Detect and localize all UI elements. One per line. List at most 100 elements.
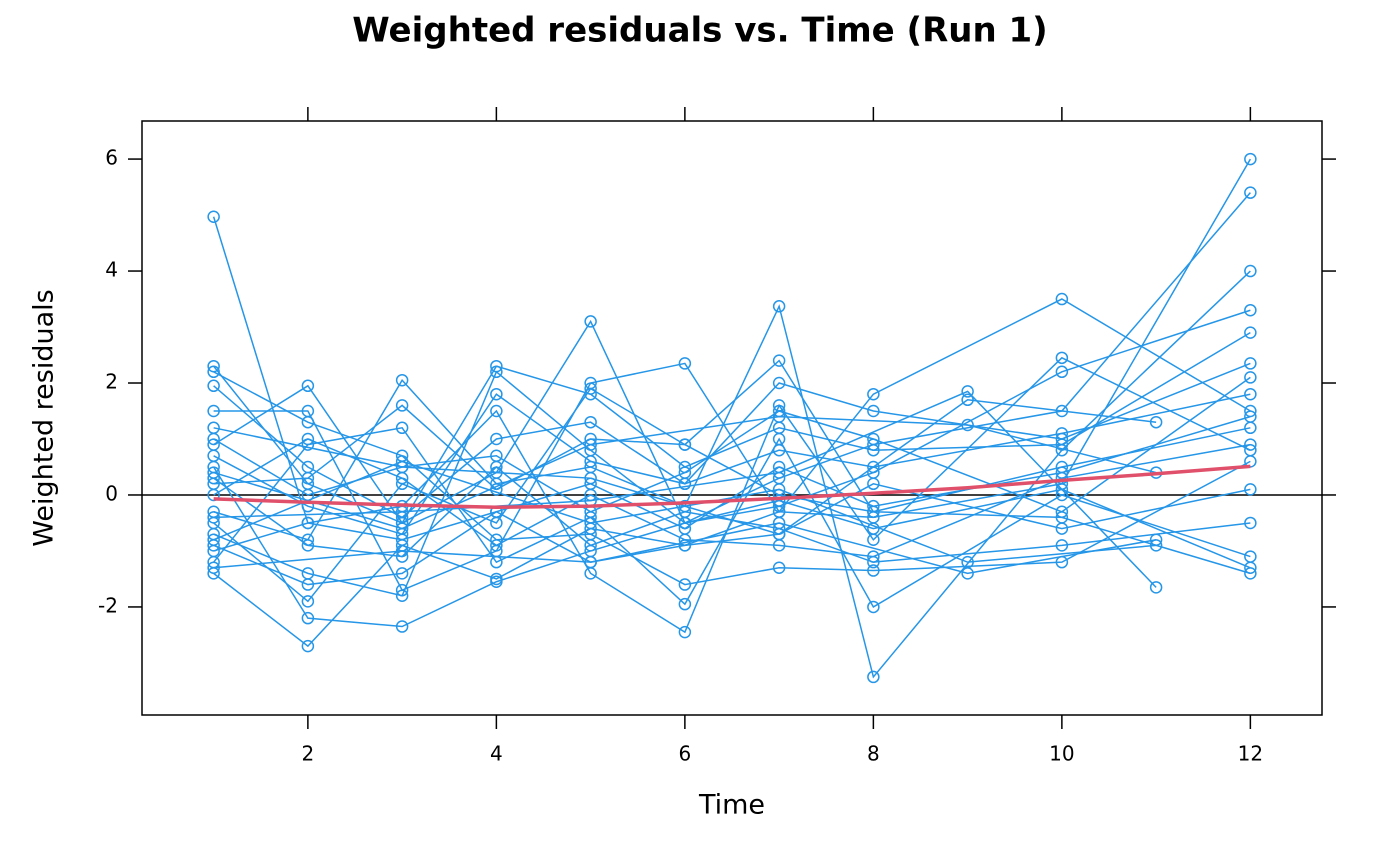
point [1149, 533, 1163, 547]
point [490, 575, 503, 589]
point [961, 418, 974, 432]
point [678, 357, 692, 370]
point [395, 421, 409, 435]
point [395, 399, 409, 412]
point [395, 620, 409, 633]
point [207, 359, 220, 373]
point [678, 438, 692, 451]
series-line [213, 438, 1251, 558]
point [867, 460, 880, 474]
point [301, 516, 315, 530]
point [395, 544, 409, 558]
point [207, 516, 220, 530]
point [301, 611, 315, 625]
y-tick-label: 4 [105, 258, 118, 282]
point [584, 539, 597, 552]
point [772, 300, 786, 313]
point [207, 365, 220, 379]
point [867, 505, 880, 519]
point [1244, 152, 1257, 166]
point [490, 387, 503, 401]
point [1244, 483, 1257, 496]
point [584, 455, 597, 468]
point [867, 533, 880, 547]
point [584, 555, 597, 569]
y-tick-label: 6 [105, 146, 118, 170]
series-line [213, 393, 1251, 536]
point [1055, 351, 1069, 365]
series-line [212, 466, 1251, 628]
chart-title: Weighted residuals vs. Time (Run 1) [352, 11, 1047, 51]
point [772, 410, 786, 423]
point [584, 438, 597, 451]
point [207, 379, 220, 393]
series-line [213, 522, 1157, 575]
point [207, 404, 220, 418]
point [207, 421, 220, 435]
point [1149, 581, 1163, 594]
x-tick-label: 10 [1049, 742, 1074, 766]
smooth-line [213, 464, 1251, 510]
point [772, 443, 786, 457]
point [867, 387, 880, 401]
series-line [213, 390, 1157, 588]
point [961, 393, 974, 407]
point [584, 415, 597, 429]
point [584, 516, 597, 530]
point [1244, 516, 1257, 530]
point [1244, 357, 1257, 370]
point [1055, 539, 1069, 552]
point [301, 415, 315, 429]
series-line [212, 216, 1251, 541]
series-line [213, 482, 1251, 586]
point [1055, 292, 1069, 306]
point [867, 564, 880, 577]
point [1149, 415, 1163, 429]
point [207, 466, 220, 479]
point [1055, 427, 1069, 440]
series-line [213, 460, 1157, 563]
point [867, 404, 880, 418]
point [772, 466, 786, 479]
plot-frame [141, 120, 1323, 716]
y-tick-label: 0 [105, 481, 118, 505]
point [1244, 387, 1257, 401]
point [301, 578, 315, 591]
y-axis-title: Weighted residuals [29, 289, 60, 546]
point [1055, 365, 1069, 379]
series-line [213, 192, 1251, 524]
point [395, 589, 409, 603]
point [1244, 550, 1257, 563]
point [584, 315, 597, 328]
point [772, 354, 786, 367]
point [1149, 539, 1163, 552]
point [207, 561, 220, 575]
point [1244, 186, 1257, 199]
point [395, 522, 409, 535]
point [301, 432, 315, 446]
x-tick-label: 2 [302, 742, 315, 766]
point [1244, 404, 1257, 418]
x-tick-label: 12 [1238, 742, 1263, 766]
point [207, 210, 220, 223]
point [584, 471, 597, 485]
point [207, 533, 220, 547]
point [1244, 326, 1257, 339]
x-tick-label: 4 [490, 742, 503, 766]
point [867, 550, 880, 563]
point [961, 555, 974, 569]
point [1244, 303, 1257, 317]
point [395, 373, 409, 387]
point [772, 483, 786, 496]
point [301, 539, 315, 552]
point [772, 376, 786, 390]
point [395, 455, 409, 468]
point [490, 539, 503, 552]
point [395, 567, 409, 580]
y-tick-label: -2 [98, 593, 118, 617]
x-tick-label: 6 [679, 742, 692, 766]
series-line [213, 371, 1251, 586]
point [678, 477, 692, 491]
point [1244, 438, 1257, 451]
